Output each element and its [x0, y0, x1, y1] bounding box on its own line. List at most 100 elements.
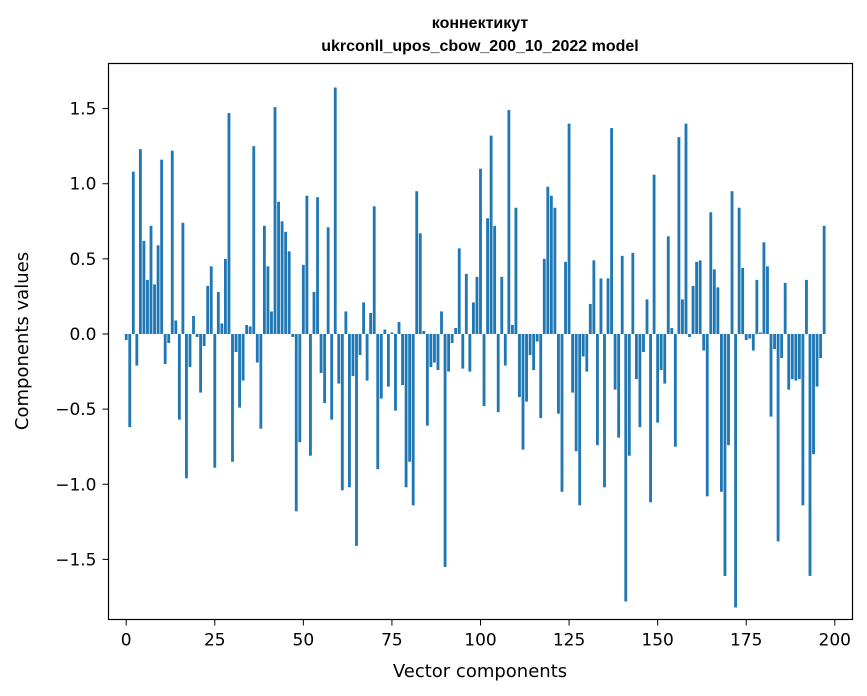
- plot-frame: [107, 62, 854, 621]
- bar: [564, 261, 567, 334]
- bars-group: [124, 87, 826, 608]
- x-axis-ticks: 0 25 50 75 100 125 150 175 200: [121, 619, 851, 651]
- bar: [507, 110, 511, 334]
- bar: [592, 260, 596, 334]
- bar: [348, 333, 351, 488]
- bar: [415, 191, 419, 334]
- bar: [124, 333, 128, 340]
- bar: [758, 332, 762, 334]
- bar: [539, 333, 543, 419]
- bar: [663, 333, 667, 384]
- bar: [549, 195, 553, 334]
- y-tick-label: 0.0: [69, 325, 96, 345]
- bar: [464, 273, 468, 334]
- bar: [571, 333, 575, 393]
- bar: [138, 149, 142, 334]
- bar: [780, 333, 784, 359]
- bar: [185, 333, 188, 479]
- bar: [425, 333, 429, 426]
- bar: [790, 333, 794, 380]
- bar: [510, 324, 514, 334]
- bar: [433, 333, 436, 363]
- bar: [195, 333, 199, 337]
- bar: [390, 332, 394, 334]
- bar: [372, 206, 376, 334]
- bar: [156, 245, 160, 334]
- bar: [773, 333, 776, 350]
- bar: [326, 227, 330, 334]
- bar: [542, 258, 546, 334]
- bar: [670, 327, 674, 334]
- bar: [666, 236, 670, 334]
- bar: [557, 333, 560, 414]
- bar: [245, 324, 249, 334]
- bar: [369, 312, 373, 334]
- bar: [688, 333, 691, 337]
- bar: [581, 333, 585, 357]
- bar: [454, 327, 458, 334]
- bar: [673, 333, 677, 447]
- bar: [815, 333, 819, 387]
- x-axis-label: Vector components: [393, 661, 567, 682]
- bar: [160, 159, 164, 334]
- bar: [620, 255, 624, 334]
- bar: [475, 276, 479, 334]
- bar: [376, 333, 380, 470]
- bar: [730, 191, 734, 334]
- bar: [457, 248, 461, 334]
- bar: [627, 333, 631, 456]
- bar: [135, 333, 139, 366]
- x-tick-label: 25: [204, 631, 226, 651]
- bar: [220, 323, 224, 334]
- bar: [702, 333, 706, 351]
- bar: [603, 333, 606, 488]
- bar: [309, 333, 312, 456]
- bar: [394, 333, 397, 411]
- bar: [677, 137, 681, 334]
- bar: [333, 87, 337, 334]
- bar: [202, 333, 206, 347]
- bar: [163, 333, 167, 365]
- y-tick-label: 1.0: [69, 175, 96, 195]
- bar: [574, 333, 578, 452]
- bar: [801, 333, 805, 506]
- x-tick-label: 50: [293, 631, 315, 651]
- bar: [312, 291, 316, 334]
- bar: [560, 333, 564, 492]
- bar: [567, 123, 571, 334]
- bar: [408, 333, 412, 462]
- bar: [213, 333, 217, 468]
- bar: [794, 333, 798, 381]
- bar: [351, 333, 355, 377]
- bar: [294, 333, 298, 512]
- bar: [266, 266, 270, 334]
- x-tick-label: 100: [464, 631, 496, 651]
- bar: [606, 278, 610, 334]
- x-tick-label: 150: [641, 631, 673, 651]
- bar: [634, 333, 638, 380]
- bar: [489, 135, 493, 334]
- bar: [177, 333, 181, 420]
- bar: [379, 333, 383, 399]
- bar: [553, 207, 557, 334]
- bar: [142, 240, 146, 334]
- bar: [443, 333, 447, 567]
- bar: [344, 311, 348, 334]
- bar: [610, 128, 613, 334]
- bar: [131, 171, 135, 334]
- bar: [585, 333, 589, 372]
- bar: [535, 333, 539, 342]
- bar: [716, 287, 720, 334]
- bar: [642, 333, 645, 353]
- y-tick-label: 0.5: [69, 250, 96, 270]
- x-tick-label: 0: [121, 631, 132, 651]
- bar: [496, 333, 500, 413]
- y-tick-label: −1.5: [55, 550, 96, 570]
- bar: [762, 242, 766, 334]
- bar: [234, 333, 238, 353]
- bar: [216, 291, 220, 334]
- bar: [695, 261, 699, 334]
- bar: [822, 225, 826, 334]
- bar: [819, 333, 823, 359]
- bar: [624, 333, 628, 602]
